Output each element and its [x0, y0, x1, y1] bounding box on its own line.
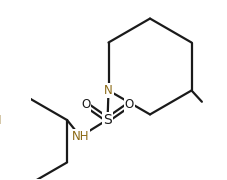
Text: NH: NH — [72, 130, 89, 143]
Text: HN: HN — [0, 114, 2, 127]
Text: O: O — [81, 98, 91, 111]
Text: S: S — [103, 113, 112, 127]
Text: O: O — [125, 98, 134, 111]
Text: N: N — [104, 84, 113, 97]
